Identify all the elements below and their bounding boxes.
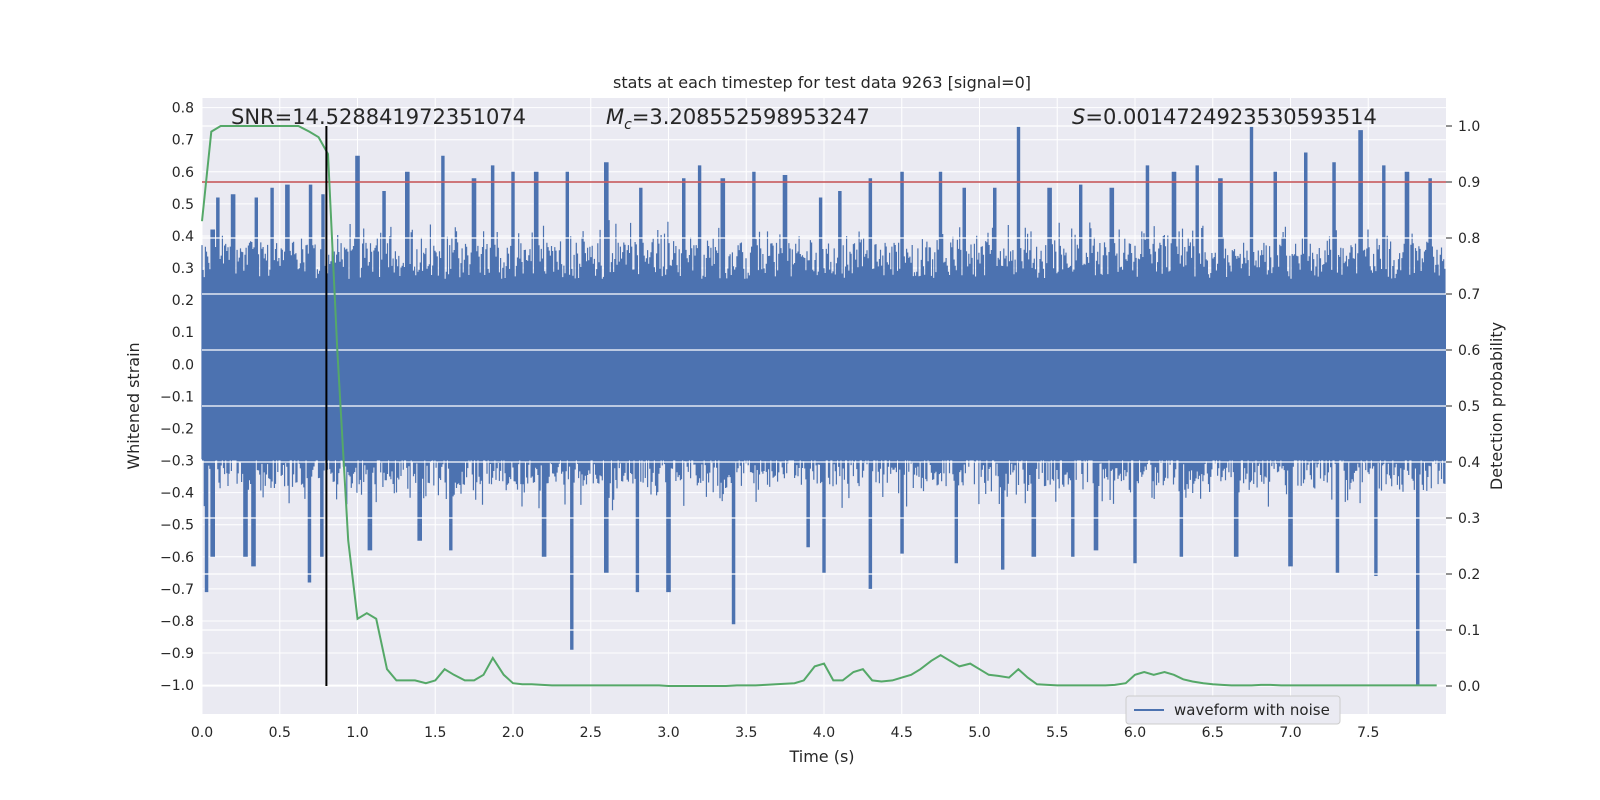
- y2-tick-label-10: 0.0: [1458, 679, 1480, 695]
- y2-tick-label-0: 1.0: [1458, 119, 1480, 135]
- y2-tick-label-7: 0.3: [1458, 511, 1480, 527]
- y-tick-label-18: −1.0: [160, 678, 194, 694]
- y-tick-label-5: 0.3: [172, 261, 194, 277]
- y-tick-label-2: 0.6: [172, 165, 194, 181]
- s-statistic-annotation: S=0.0014724923530593514: [1072, 105, 1377, 129]
- y2-tick-label-6: 0.4: [1458, 455, 1480, 471]
- x-tick-label-6: 3.0: [657, 725, 679, 741]
- x-tick-label-0: 0.0: [191, 725, 213, 741]
- x-axis-label: Time (s): [788, 747, 854, 766]
- x-tick-label-4: 2.0: [502, 725, 524, 741]
- x-tick-label-13: 6.5: [1202, 725, 1224, 741]
- y-tick-label-17: −0.9: [160, 646, 194, 662]
- chirp-mass-annotation: Mc=3.208552598953247: [606, 105, 870, 133]
- y-tick-label-16: −0.8: [160, 614, 194, 630]
- x-tick-label-11: 5.5: [1046, 725, 1068, 741]
- s-statistic-value: =0.0014724923530593514: [1085, 105, 1377, 129]
- y-tick-label-8: 0.0: [172, 357, 194, 373]
- y-axis-label: Whitened strain: [124, 342, 143, 469]
- y-tick-label-11: −0.3: [160, 454, 194, 470]
- x-tick-label-12: 6.0: [1124, 725, 1146, 741]
- y-tick-label-6: 0.2: [172, 293, 194, 309]
- x-tick-label-9: 4.5: [891, 725, 913, 741]
- y2-tick-label-2: 0.8: [1458, 231, 1480, 247]
- y2-tick-label-8: 0.2: [1458, 567, 1480, 583]
- y2-tick-label-4: 0.6: [1458, 343, 1480, 359]
- y-tick-label-15: −0.7: [160, 582, 194, 598]
- chirp-mass-subscript: c: [624, 117, 632, 133]
- x-tick-label-15: 7.5: [1357, 725, 1379, 741]
- legend: waveform with noise: [1125, 695, 1341, 725]
- y-tick-label-1: 0.7: [172, 133, 194, 149]
- x-tick-label-10: 5.0: [968, 725, 990, 741]
- plot-area: 0.8 0.7 0.6 0.5 0.4 0.3 0.2 0.1 0.0 −0.1 −0.2 −0.3 −…: [160, 98, 1480, 741]
- x-tick-label-3: 1.5: [424, 725, 446, 741]
- waveform-core-band: [202, 293, 1446, 461]
- chirp-mass-symbol: M: [606, 105, 624, 129]
- chart-title: stats at each timestep for test data 926…: [613, 73, 1031, 92]
- y2-tick-label-5: 0.5: [1458, 399, 1480, 415]
- x-tick-label-7: 3.5: [735, 725, 757, 741]
- chirp-mass-value: =3.208552598953247: [632, 105, 870, 129]
- y-tick-label-3: 0.5: [172, 197, 194, 213]
- detection-probability-line: [201, 125, 1437, 687]
- y2-tick-label-3: 0.7: [1458, 287, 1480, 303]
- y-tick-label-14: −0.6: [160, 550, 194, 566]
- x-tick-label-14: 7.0: [1279, 725, 1301, 741]
- y-tick-label-13: −0.5: [160, 518, 194, 534]
- y-tick-label-0: 0.8: [172, 101, 194, 117]
- x-tick-label-5: 2.5: [580, 725, 602, 741]
- x-tick-label-2: 1.0: [346, 725, 368, 741]
- y-tick-label-4: 0.4: [172, 229, 194, 245]
- legend-entry-waveform: waveform with noise: [1174, 701, 1330, 719]
- y2-axis-label: Detection probability: [1487, 322, 1506, 490]
- snr-annotation: SNR=14.528841972351074: [231, 105, 526, 129]
- y2-tick-label-9: 0.1: [1458, 623, 1480, 639]
- x-tick-label-8: 4.0: [813, 725, 835, 741]
- y2-tick-label-1: 0.9: [1458, 175, 1480, 191]
- x-tick-label-1: 0.5: [269, 725, 291, 741]
- y-tick-label-12: −0.4: [160, 486, 194, 502]
- y-tick-label-9: −0.1: [160, 389, 194, 405]
- y-tick-label-7: 0.1: [172, 325, 194, 341]
- y-tick-label-10: −0.2: [160, 421, 194, 437]
- s-statistic-symbol: S: [1072, 105, 1085, 129]
- legend-box: [1125, 695, 1341, 725]
